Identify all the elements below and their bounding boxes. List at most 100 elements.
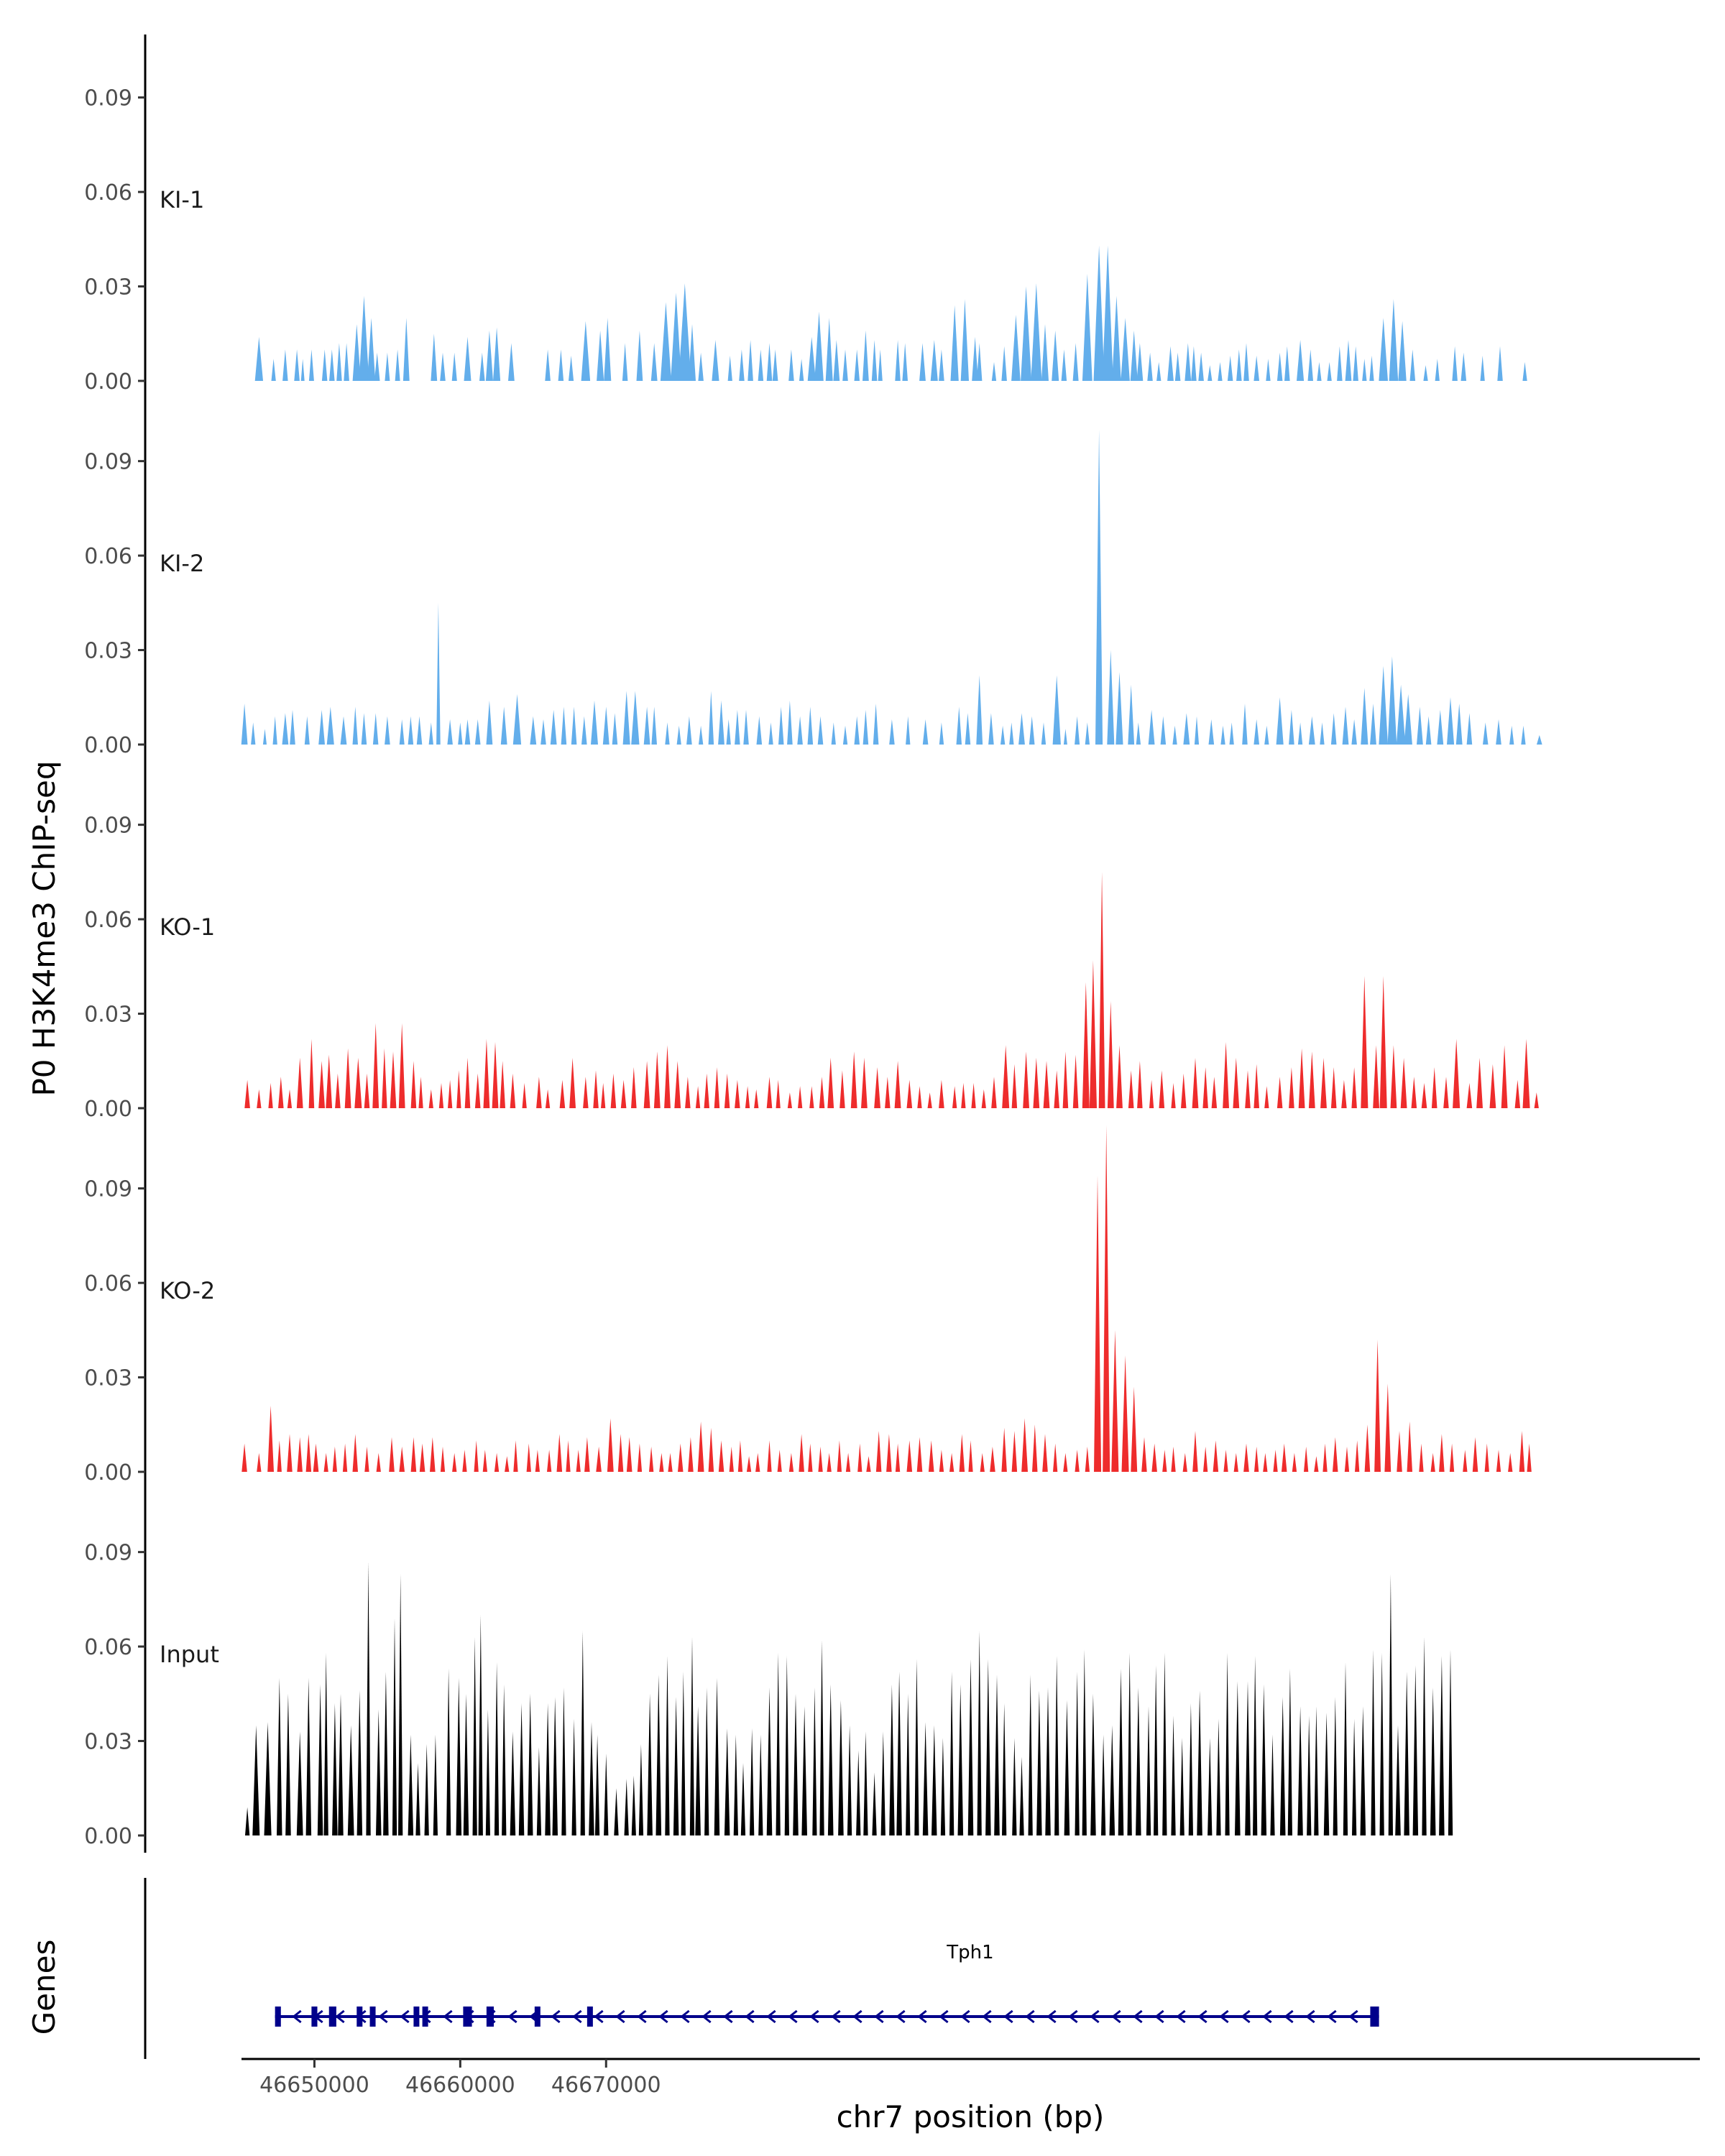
signal-peak [395,349,400,381]
signal-peak [1379,976,1387,1108]
signal-peak [788,1452,794,1472]
signal-peak [1369,355,1374,381]
signal-peak [1103,1125,1110,1472]
signal-peak [1061,349,1067,381]
signal-peak [1297,1706,1303,1835]
signal-peak [374,352,380,381]
gene-exon [586,2007,593,2027]
signal-peak [456,1677,462,1835]
signal-peak [1361,976,1368,1108]
signal-peak [1245,1070,1251,1108]
signal-peak [831,722,836,745]
signal-peak [1484,1443,1489,1472]
signal-peak [321,349,328,381]
signal-peak [886,1434,892,1472]
signal-peak [1430,1452,1435,1472]
signal-peak [695,1706,701,1835]
signal-peak [556,1434,563,1472]
signal-peak [1409,349,1416,381]
signal-peak [463,1693,469,1835]
signal-peak [1179,1738,1184,1835]
signal-peak [1483,722,1489,745]
signal-peak [1036,1690,1042,1835]
signal-peak [399,1446,405,1472]
signal-peak [1182,1452,1187,1472]
signal-peak [939,722,944,745]
signal-peak [636,330,643,381]
signal-peak [558,349,564,381]
signal-peak [838,1700,844,1835]
signal-peak [1194,716,1200,745]
signal-peak [1023,1051,1029,1108]
signal-peak [245,1807,250,1835]
signal-peak [1463,1450,1468,1472]
signal-peak [305,1434,312,1472]
signal-peak [708,1427,714,1472]
gene-exon [369,2007,376,2027]
signal-peak [1146,1706,1151,1835]
signal-peak [1202,1067,1208,1108]
signal-peak [1208,719,1215,745]
signal-peak [1314,1456,1319,1472]
signal-peak [671,292,682,381]
signal-peak [631,691,640,745]
signal-peak [1264,1086,1269,1108]
signal-peak [1407,1421,1412,1472]
signal-peak [415,1763,420,1835]
signal-peak [1317,361,1322,381]
signal-peak [344,343,349,381]
signal-peak [653,1051,661,1108]
strand-arrow-icon [658,2009,668,2024]
strand-arrow-icon [1305,2009,1315,2024]
signal-peak [1063,729,1067,745]
signal-peak [1000,725,1006,745]
signal-peak [1085,722,1090,745]
strand-arrow-icon [680,2009,690,2024]
signal-peak [528,1693,533,1835]
signal-peak [842,725,848,745]
signal-peak [1127,1652,1132,1835]
signal-peak [1216,1718,1221,1835]
signal-peak [678,283,691,381]
signal-peak [364,1446,369,1472]
signal-peak [673,1697,679,1835]
signal-peak [1001,1427,1007,1472]
signal-peak [622,691,630,745]
signal-peak [1455,704,1463,745]
y-tick-label: 0.09 [84,86,132,111]
signal-peak [610,1073,617,1108]
y-tick-label: 0.00 [84,1097,132,1122]
signal-peak [1395,1725,1401,1835]
signal-peak [1243,343,1249,381]
signal-peak [787,700,793,745]
signal-peak [1422,1636,1427,1835]
signal-peak [902,343,908,381]
signal-peak [545,349,551,381]
strand-arrow-icon [507,2009,518,2024]
signal-peak [695,1086,701,1108]
signal-peak [1397,1431,1402,1472]
signal-peak [366,1561,371,1835]
gene-exon [486,2007,494,2027]
signal-peak [1297,722,1303,745]
signal-peak [1001,346,1007,381]
signal-peak [535,1450,540,1472]
signal-peak [971,1082,976,1108]
signal-peak [1390,1045,1397,1108]
signal-peak [1287,1668,1292,1835]
signal-peak [1041,324,1049,381]
signal-peak [1183,713,1190,745]
signal-peak [733,1734,738,1835]
signal-peak [1443,1077,1449,1108]
signal-peak [464,336,472,381]
signal-peak [323,1652,328,1835]
gene-exon [463,2007,472,2027]
signal-peak [440,352,446,381]
signal-peak [1223,1450,1228,1472]
signal-peak [1522,361,1527,381]
signal-peak [651,706,657,745]
signal-peak [988,713,994,745]
signal-peak [536,1747,542,1835]
signal-peak [614,1788,619,1835]
track-panel-ko-2: 0.00 0.03 0.06 0.09 KO-2 [84,1125,1532,1489]
